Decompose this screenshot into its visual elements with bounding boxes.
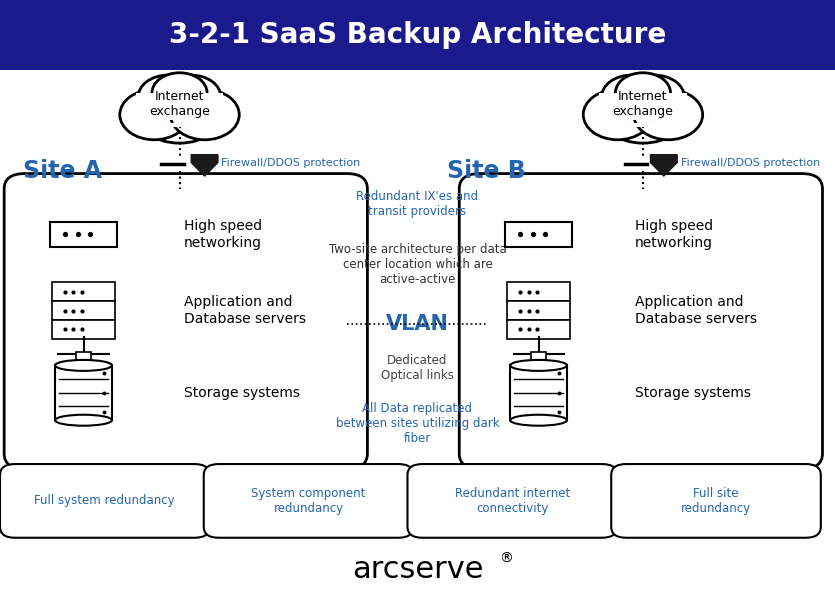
FancyBboxPatch shape bbox=[204, 464, 413, 538]
Circle shape bbox=[634, 90, 703, 140]
FancyBboxPatch shape bbox=[76, 352, 91, 360]
FancyBboxPatch shape bbox=[52, 320, 115, 339]
Polygon shape bbox=[191, 155, 218, 176]
Circle shape bbox=[161, 75, 220, 119]
FancyBboxPatch shape bbox=[507, 301, 570, 320]
Ellipse shape bbox=[55, 415, 112, 426]
FancyBboxPatch shape bbox=[507, 282, 570, 301]
Polygon shape bbox=[650, 155, 677, 176]
Text: System component
redundancy: System component redundancy bbox=[251, 487, 366, 515]
FancyBboxPatch shape bbox=[505, 222, 572, 247]
FancyBboxPatch shape bbox=[131, 103, 228, 127]
FancyBboxPatch shape bbox=[0, 0, 835, 70]
FancyBboxPatch shape bbox=[407, 464, 617, 538]
FancyBboxPatch shape bbox=[52, 301, 115, 320]
Ellipse shape bbox=[510, 360, 567, 371]
Ellipse shape bbox=[510, 415, 567, 426]
Text: Site A: Site A bbox=[23, 158, 102, 183]
FancyBboxPatch shape bbox=[52, 282, 115, 301]
FancyBboxPatch shape bbox=[0, 464, 210, 538]
FancyBboxPatch shape bbox=[600, 93, 686, 119]
FancyBboxPatch shape bbox=[507, 320, 570, 339]
Text: Full system redundancy: Full system redundancy bbox=[34, 495, 175, 507]
Text: Firewall/DDOS protection: Firewall/DDOS protection bbox=[681, 158, 820, 168]
Ellipse shape bbox=[55, 360, 112, 371]
Circle shape bbox=[615, 73, 671, 113]
Text: Internet
exchange: Internet exchange bbox=[149, 90, 210, 118]
Text: Application and
Database servers: Application and Database servers bbox=[184, 295, 306, 326]
FancyBboxPatch shape bbox=[611, 464, 821, 538]
Circle shape bbox=[625, 75, 685, 119]
Text: Application and
Database servers: Application and Database servers bbox=[635, 295, 757, 326]
Text: High speed
networking: High speed networking bbox=[184, 219, 262, 250]
Circle shape bbox=[601, 75, 661, 119]
Text: Redundant internet
connectivity: Redundant internet connectivity bbox=[454, 487, 570, 515]
Text: Site B: Site B bbox=[447, 158, 525, 183]
Circle shape bbox=[152, 73, 207, 113]
Circle shape bbox=[597, 76, 689, 143]
Circle shape bbox=[170, 90, 239, 140]
Text: Full site
redundancy: Full site redundancy bbox=[681, 487, 751, 515]
FancyBboxPatch shape bbox=[595, 103, 691, 127]
Text: All Data replicated
between sites utilizing dark
fiber: All Data replicated between sites utiliz… bbox=[336, 402, 499, 445]
Text: arcserve: arcserve bbox=[352, 555, 483, 584]
Circle shape bbox=[120, 90, 189, 140]
Text: Storage systems: Storage systems bbox=[635, 386, 751, 400]
Text: Storage systems: Storage systems bbox=[184, 386, 300, 400]
Circle shape bbox=[134, 76, 225, 143]
FancyBboxPatch shape bbox=[55, 365, 112, 420]
FancyBboxPatch shape bbox=[459, 174, 822, 469]
Circle shape bbox=[138, 75, 198, 119]
Text: Two-site architecture per data
center location which are
active-active: Two-site architecture per data center lo… bbox=[329, 244, 506, 286]
Text: VLAN: VLAN bbox=[386, 314, 449, 334]
Text: Dedicated
Optical links: Dedicated Optical links bbox=[381, 354, 454, 382]
Text: ®: ® bbox=[499, 552, 514, 565]
FancyBboxPatch shape bbox=[136, 93, 223, 119]
FancyBboxPatch shape bbox=[510, 365, 567, 420]
Text: Firewall/DDOS protection: Firewall/DDOS protection bbox=[221, 158, 361, 168]
Circle shape bbox=[583, 90, 652, 140]
FancyBboxPatch shape bbox=[50, 222, 117, 247]
FancyBboxPatch shape bbox=[4, 174, 367, 469]
Text: High speed
networking: High speed networking bbox=[635, 219, 713, 250]
Text: 3-2-1 SaaS Backup Architecture: 3-2-1 SaaS Backup Architecture bbox=[169, 21, 666, 49]
Text: Internet
exchange: Internet exchange bbox=[613, 90, 673, 118]
FancyBboxPatch shape bbox=[531, 352, 546, 360]
Text: Redundant IX'es and
transit providers: Redundant IX'es and transit providers bbox=[357, 190, 478, 218]
